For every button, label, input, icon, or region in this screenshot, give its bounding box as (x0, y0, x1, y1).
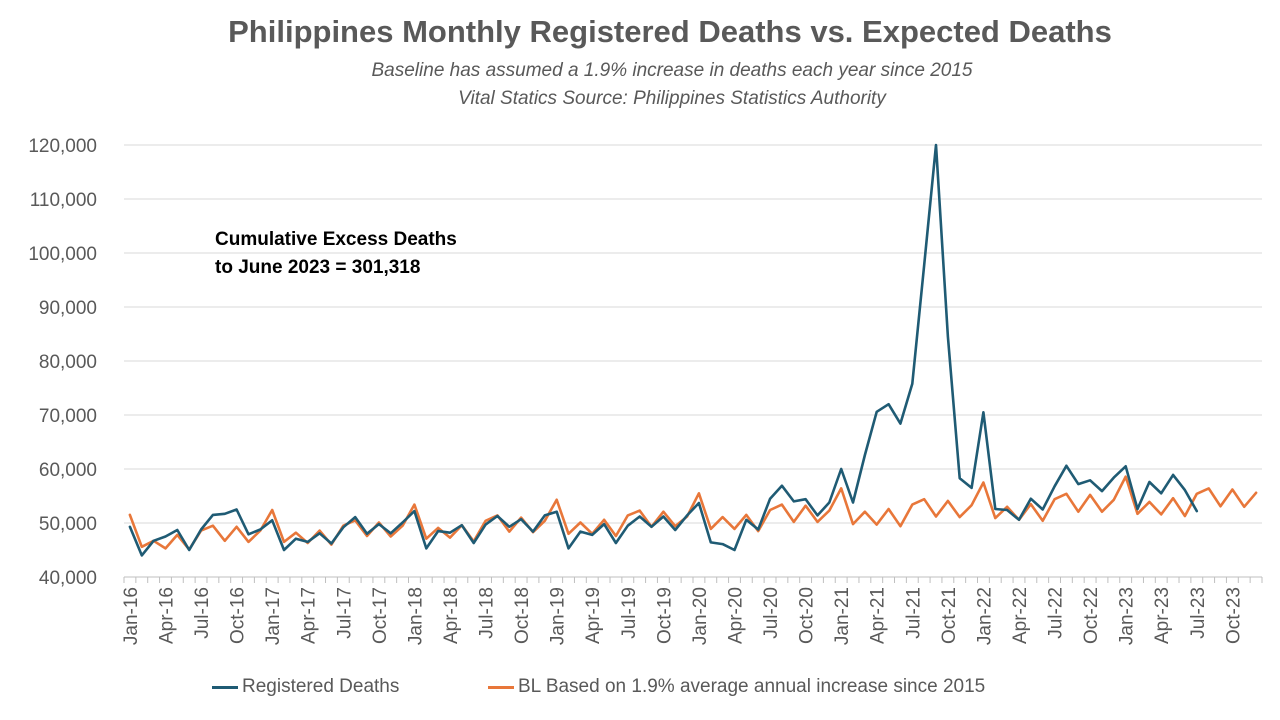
y-tick-label: 110,000 (30, 190, 97, 211)
annotation-line-1: Cumulative Excess Deaths (215, 229, 457, 250)
x-tick-label: Jan-17 (263, 587, 284, 645)
chart-subtitle-baseline: Baseline has assumed a 1.9% increase in … (371, 60, 973, 81)
x-tick-label: Apr-21 (868, 587, 889, 644)
annotation-line-2: to June 2023 = 301,318 (215, 257, 421, 278)
chart-title: Philippines Monthly Registered Deaths vs… (228, 14, 1112, 49)
y-axis: 40,000 50,000 60,000 70,000 80,000 90,000 100,… (28, 136, 97, 589)
legend-label-registered-deaths: Registered Deaths (242, 676, 400, 697)
legend-label-baseline: BL Based on 1.9% average annual increase… (518, 676, 986, 697)
x-tick-label: Oct-17 (370, 587, 391, 644)
series-line-registered-deaths (128, 143, 1199, 557)
x-tick-label: Apr-23 (1152, 587, 1173, 644)
legend-item-registered-deaths: Registered Deaths (212, 676, 399, 698)
x-tick-label: Oct-19 (654, 587, 675, 644)
x-tick-label: Jul-20 (761, 587, 782, 639)
y-tick-label: 70,000 (39, 406, 97, 427)
x-tick-label: Oct-22 (1081, 587, 1102, 644)
chart-subtitle-source: Vital Statics Source: Philippines Statis… (458, 88, 886, 109)
x-tick-label: Jan-21 (832, 587, 853, 645)
x-tick-label: Jul-23 (1188, 587, 1209, 639)
x-tick-label: Apr-17 (299, 587, 320, 644)
legend-swatch-registered-deaths (212, 685, 238, 689)
x-tick-label: Oct-23 (1223, 587, 1244, 644)
x-tick-label: Jan-18 (405, 587, 426, 645)
series-layer (128, 143, 1258, 557)
x-tick-label: Oct-21 (939, 587, 960, 644)
x-tick-label: Jul-22 (1046, 587, 1067, 639)
x-tick-label: Jul-16 (192, 587, 213, 639)
x-tick-label: Jul-18 (477, 587, 498, 639)
x-tick-label: Oct-20 (797, 587, 818, 644)
legend-item-baseline: BL Based on 1.9% average annual increase… (488, 676, 985, 698)
excess-deaths-annotation: Cumulative Excess Deaths to June 2023 = … (215, 226, 457, 282)
x-tick-label: Jan-19 (548, 587, 569, 645)
x-tick-label: Oct-16 (228, 587, 249, 644)
x-tick-label: Jul-17 (334, 587, 355, 639)
y-tick-label: 50,000 (39, 514, 97, 535)
y-tick-label: 40,000 (39, 568, 97, 589)
y-tick-label: 100,000 (28, 244, 97, 265)
x-tick-label: Apr-18 (441, 587, 462, 644)
legend-swatch-baseline (488, 685, 514, 689)
x-axis: Jan-16 Apr-16 Jul-16 Oct-16 Jan-17 Apr-17 Jul-… (121, 576, 1263, 645)
x-tick-label: Apr-19 (583, 587, 604, 644)
x-tick-label: Jan-16 (121, 587, 142, 645)
x-tick-label: Apr-16 (156, 587, 177, 644)
x-tick-label: Jul-19 (619, 587, 640, 639)
x-tick-label: Jan-22 (974, 587, 995, 645)
x-tick-label: Apr-22 (1010, 587, 1031, 644)
chart-legend: Registered Deaths BL Based on 1.9% avera… (0, 676, 1280, 702)
x-tick-label: Jan-20 (690, 587, 711, 645)
gridlines (124, 144, 1262, 524)
x-tick-label: Jul-21 (903, 587, 924, 639)
y-tick-label: 90,000 (39, 298, 97, 319)
y-tick-label: 120,000 (28, 136, 97, 157)
x-tick-label: Oct-18 (512, 587, 533, 644)
x-tick-label: Jan-23 (1117, 587, 1138, 645)
y-tick-label: 60,000 (39, 460, 97, 481)
y-tick-label: 80,000 (39, 352, 97, 373)
x-tick-label: Apr-20 (725, 587, 746, 644)
series-line-baseline (128, 475, 1258, 551)
